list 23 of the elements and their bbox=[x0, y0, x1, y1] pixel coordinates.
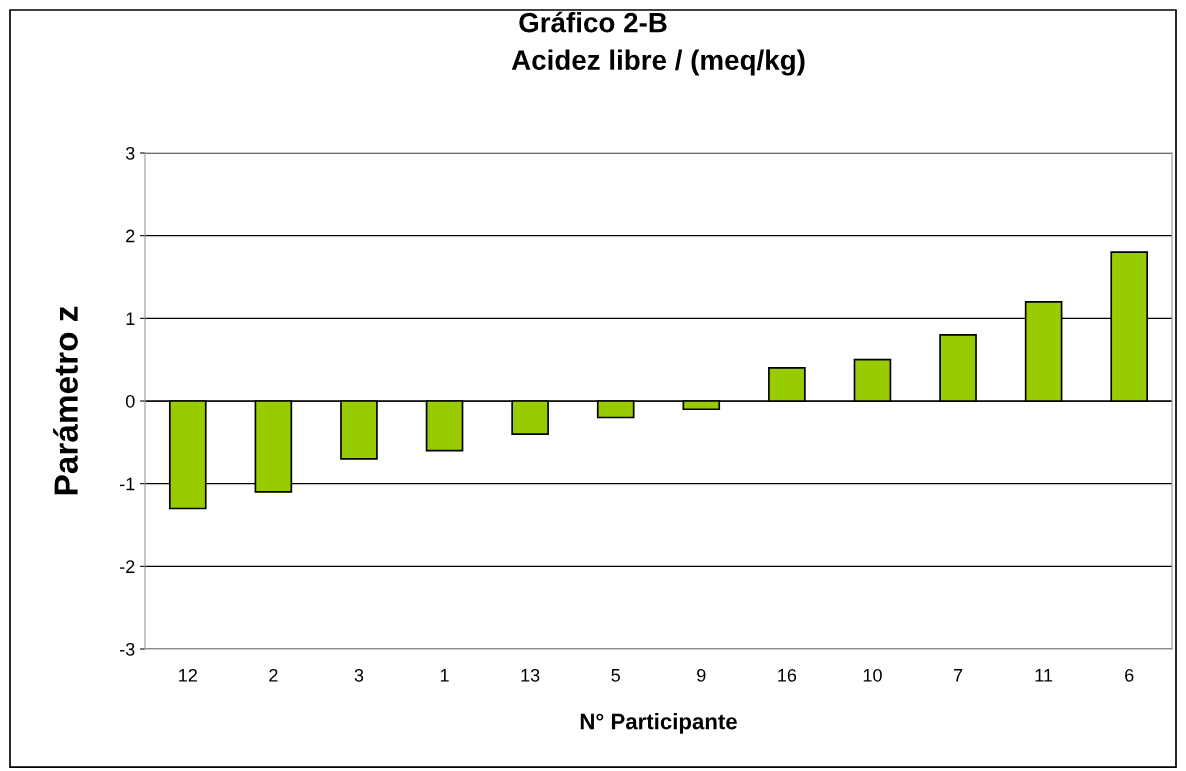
y-tick-label: 1 bbox=[126, 312, 135, 325]
x-tick-label: 6 bbox=[1125, 668, 1134, 682]
x-tick-label: 11 bbox=[1035, 669, 1053, 682]
x-tick-label: 2 bbox=[269, 668, 278, 682]
y-tick-label: -3 bbox=[120, 642, 135, 656]
y-tick-label: 2 bbox=[126, 229, 135, 243]
y-axis-title: Parámetro z bbox=[53, 306, 78, 495]
x-tick-label: 5 bbox=[611, 669, 620, 682]
x-tick-label: 10 bbox=[863, 668, 882, 682]
x-tick-label: 12 bbox=[179, 668, 197, 682]
x-tick-label: 3 bbox=[354, 668, 364, 682]
x-axis-title: N° Participante bbox=[580, 713, 737, 734]
x-tick-label: 16 bbox=[778, 668, 797, 682]
x-tick-label: 13 bbox=[521, 668, 540, 682]
x-tick-label: 7 bbox=[953, 669, 963, 682]
text: Gráfico 2-B bbox=[519, 11, 667, 33]
x-tick-label: 9 bbox=[697, 668, 706, 682]
x-tick-label: 1 bbox=[440, 669, 449, 682]
y-tick-label: -1 bbox=[120, 477, 135, 491]
y-tick-label: 0 bbox=[125, 394, 135, 408]
chart-title: Acidez libre / (meq/kg) bbox=[511, 49, 805, 76]
y-tick-label: -2 bbox=[120, 560, 135, 573]
y-tick-label: 3 bbox=[125, 146, 135, 160]
